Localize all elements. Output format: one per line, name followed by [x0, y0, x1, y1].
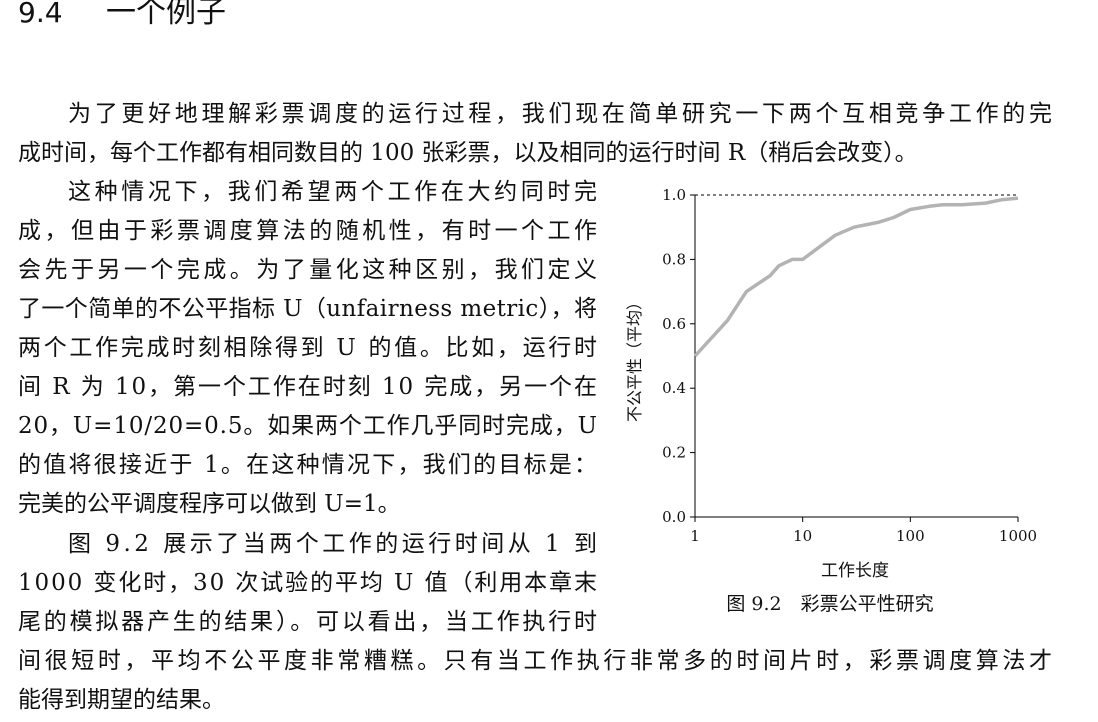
y-tick-label: 0.0 [662, 508, 686, 526]
figure-caption: 图 9.2 彩票公平性研究 [726, 593, 933, 615]
text-line: 这种情况下，我们希望两个工作在大约同时完 [68, 179, 597, 205]
text-line: 间 R 为 10，第一个工作在时刻 10 完成，另一个在 [18, 374, 597, 400]
text-line: 间很短时，平均不公平度非常糟糕。只有当工作执行非常多的时间片时，彩票调度算法才 [18, 648, 1052, 674]
text-line: 成时间，每个工作都有相同数目的 100 张彩票，以及相同的运行时间 R（稍后会改… [18, 140, 918, 166]
text-line: 的值将很接近于 1。在这种情况下，我们的目标是： [18, 452, 597, 478]
text-line: 了一个简单的不公平指标 U（unfairness metric），将 [18, 296, 597, 322]
y-tick-label: 0.8 [662, 250, 686, 268]
text-line: 图 9.2 展示了当两个工作的运行时间从 1 到 [68, 531, 597, 557]
section-number: 9.4 [18, 0, 63, 29]
x-tick-label: 100 [896, 527, 925, 545]
y-tick-label: 0.4 [662, 379, 686, 397]
y-axis-label: 不公平性（平均） [625, 294, 644, 422]
x-axis-label: 工作长度 [821, 561, 889, 581]
data-line [693, 196, 1019, 358]
text-line: 20，U=10/20=0.5。如果两个工作几乎同时完成，U [18, 413, 597, 439]
x-tick-label: 10 [793, 527, 812, 545]
y-tick-label: 0.6 [662, 315, 686, 333]
text-line: 会先于另一个完成。为了量化这种区别，我们定义 [18, 257, 597, 283]
x-tick-label: 1000 [999, 527, 1037, 545]
text-line: 为了更好地理解彩票调度的运行过程，我们现在简单研究一下两个互相竞争工作的完 [68, 101, 1052, 127]
text-line: 能得到期望的结果。 [18, 687, 225, 713]
text-line: 尾的模拟器产生的结果）。可以看出，当工作执行时 [18, 609, 597, 635]
text-line: 1000 变化时，30 次试验的平均 U 值（利用本章末 [18, 570, 597, 596]
y-tick-label: 0.2 [662, 444, 686, 462]
x-tick-label: 1 [690, 527, 700, 545]
text-line: 两个工作完成时刻相除得到 U 的值。比如，运行时 [18, 335, 597, 361]
text-line: 成，但由于彩票调度算法的随机性，有时一个工作 [18, 218, 597, 244]
section-title: 一个例子 [106, 0, 226, 30]
text-line: 完美的公平调度程序可以做到 U=1。 [18, 491, 401, 517]
y-tick-label: 1.0 [662, 186, 686, 204]
